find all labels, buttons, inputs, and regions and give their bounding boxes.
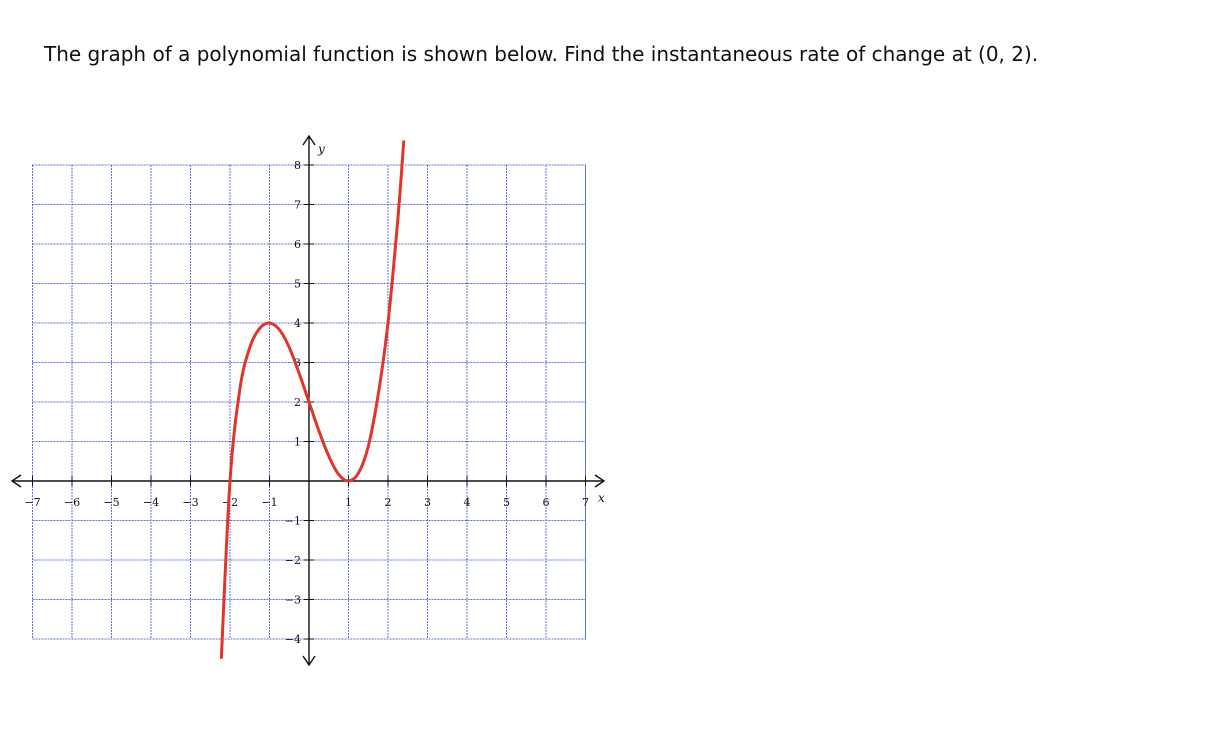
- x-tick-label: 4: [464, 496, 471, 509]
- x-tick-label: −1: [261, 496, 277, 509]
- y-axis-bottom-arrow: [302, 655, 316, 667]
- polynomial-curve: [219, 140, 406, 659]
- x-tick-label: 7: [582, 496, 589, 509]
- y-tick-label: 3: [294, 357, 301, 370]
- question-text: The graph of a polynomial function is sh…: [44, 42, 1039, 66]
- x-tick-label: −3: [182, 496, 198, 509]
- x-axis-left-arrow: [10, 474, 22, 488]
- x-axis-right-arrow: [594, 474, 606, 488]
- x-tick-label: 6: [543, 496, 550, 509]
- y-tick-label: 8: [294, 159, 301, 172]
- x-tick-label: −7: [24, 496, 40, 509]
- x-tick-label: 5: [503, 496, 510, 509]
- x-tick-label: −4: [143, 496, 159, 509]
- y-tick-label: 2: [294, 396, 301, 409]
- y-axis-top-arrow: [302, 134, 316, 146]
- y-tick-label: 1: [294, 436, 301, 449]
- y-tick-label: −4: [285, 633, 301, 646]
- x-axis-label: x: [598, 491, 605, 505]
- x-tick-label: 1: [345, 496, 352, 509]
- y-tick-label: 5: [294, 278, 301, 291]
- y-tick-label: 4: [294, 317, 301, 330]
- y-axis-label: y: [317, 142, 325, 156]
- x-tick-label: −5: [103, 496, 119, 509]
- y-tick-label: −2: [285, 554, 301, 567]
- y-tick-label: −1: [285, 515, 301, 528]
- y-tick-label: 7: [294, 199, 301, 212]
- y-tick-label: 6: [294, 238, 301, 251]
- x-tick-label: 2: [385, 496, 392, 509]
- x-tick-label: −6: [64, 496, 80, 509]
- x-tick-label: 3: [424, 496, 431, 509]
- y-tick-label: −3: [285, 594, 301, 607]
